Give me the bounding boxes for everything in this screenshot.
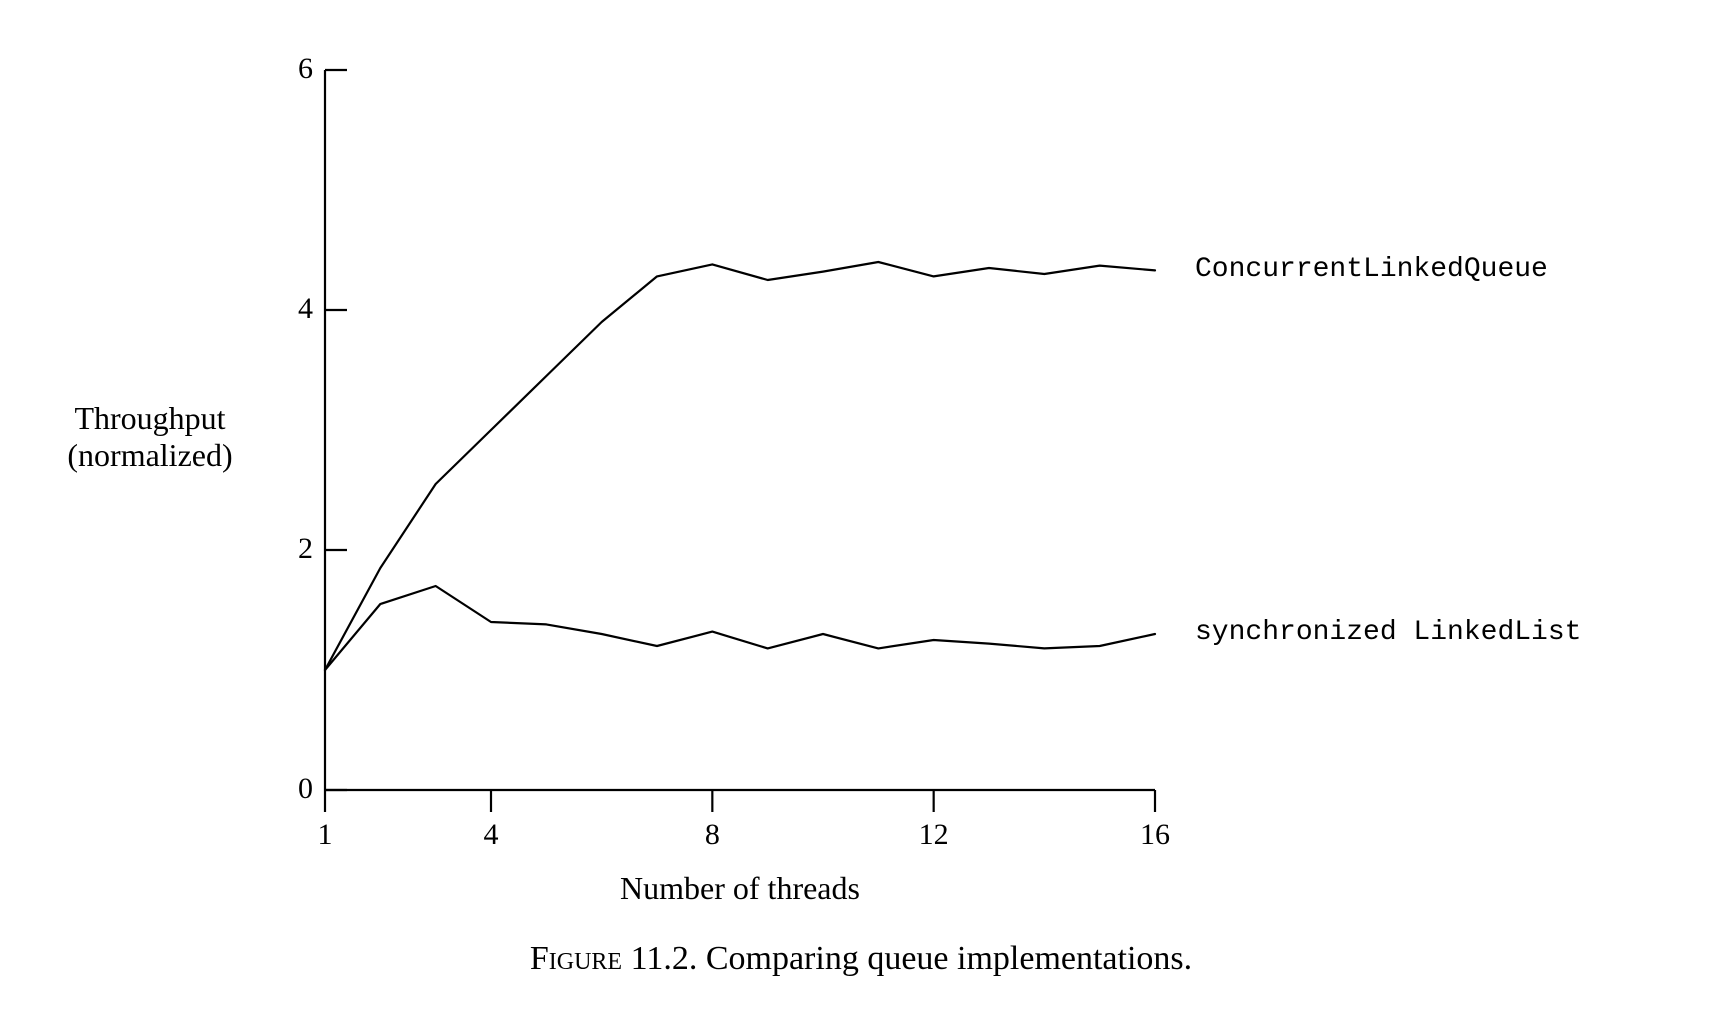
y-tick-label: 0 xyxy=(298,772,313,806)
x-tick-label: 1 xyxy=(295,818,355,852)
series-label-ConcurrentLinkedQueue: ConcurrentLinkedQueue xyxy=(1195,254,1548,285)
chart-container: Throughput (normalized) Number of thread… xyxy=(0,0,1722,1016)
y-tick-label: 6 xyxy=(298,52,313,86)
figure-number: Figure 11.2. xyxy=(530,940,697,977)
figure-caption: Figure 11.2. Comparing queue implementat… xyxy=(0,940,1722,978)
x-tick-label: 8 xyxy=(682,818,742,852)
x-axis-label: Number of threads xyxy=(325,870,1155,907)
y-axis-label: Throughput (normalized) xyxy=(20,400,280,474)
x-tick-label: 16 xyxy=(1125,818,1185,852)
x-tick-label: 4 xyxy=(461,818,521,852)
series-label-synchronized LinkedList: synchronized LinkedList xyxy=(1195,617,1581,648)
y-axis-label-line1: Throughput xyxy=(20,400,280,437)
series-line-ConcurrentLinkedQueue xyxy=(325,262,1155,670)
y-tick-label: 4 xyxy=(298,292,313,326)
figure-caption-text: Comparing queue implementations. xyxy=(697,940,1192,977)
y-tick-label: 2 xyxy=(298,532,313,566)
x-tick-label: 12 xyxy=(904,818,964,852)
line-chart-svg xyxy=(0,0,1722,1016)
y-axis-label-line2: (normalized) xyxy=(20,437,280,474)
series-line-synchronized LinkedList xyxy=(325,586,1155,670)
